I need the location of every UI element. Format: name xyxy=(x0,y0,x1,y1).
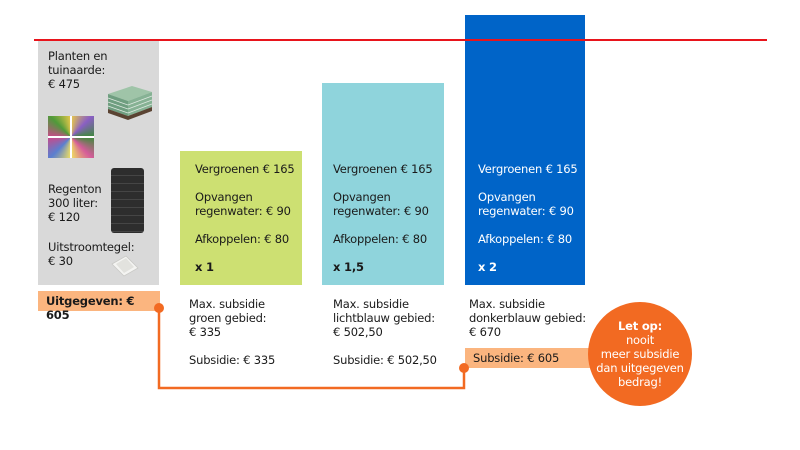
warning-badge: Let op: nooit meer subsidie dan uitgegev… xyxy=(588,302,692,406)
area-box-donkerblauw: Vergroenen € 165 Opvangen regenwater: € 9… xyxy=(465,15,585,285)
max-subsidy-donkerblauw: Max. subsidie donkerblauw gebied: € 670 xyxy=(469,297,586,339)
item-plants: Planten en tuinaarde: € 475 xyxy=(48,49,108,91)
area-box-groen: Vergroenen € 165 Opvangen regenwater: € 9… xyxy=(180,151,302,285)
item-outflow-tile: Uitstroomtegel: € 30 xyxy=(48,240,135,268)
afkoppelen-line: Afkoppelen: € 80 xyxy=(333,232,427,246)
opvangen-line: Opvangen regenwater: € 90 xyxy=(195,190,291,218)
spent-items-box: Planten en tuinaarde: € 475 Regenton 300… xyxy=(38,41,159,285)
outflow-tile-icon xyxy=(111,255,139,277)
afkoppelen-line: Afkoppelen: € 80 xyxy=(478,232,572,246)
subsidy-donkerblauw: Subsidie: € 605 xyxy=(465,348,595,368)
multiplier: x 2 xyxy=(478,260,497,274)
opvangen-line: Opvangen regenwater: € 90 xyxy=(478,190,574,218)
opvangen-line: Opvangen regenwater: € 90 xyxy=(333,190,429,218)
multiplier: x 1 xyxy=(195,260,214,274)
item-outflow-tile-amount: € 30 xyxy=(48,254,73,268)
warning-title: Let op: xyxy=(618,319,662,333)
item-plants-amount: € 475 xyxy=(48,77,80,91)
afkoppelen-line: Afkoppelen: € 80 xyxy=(195,232,289,246)
flowers-image xyxy=(48,116,94,158)
connector-dot-end xyxy=(459,363,469,373)
item-rain-barrel: Regenton 300 liter: € 120 xyxy=(48,182,102,224)
connector-dot-start xyxy=(154,303,164,313)
max-subsidy-groen: Max. subsidie groen gebied: € 335 xyxy=(189,297,267,339)
vergroenen-line: Vergroenen € 165 xyxy=(333,162,433,176)
subsidy-lichtblauw: Subsidie: € 502,50 xyxy=(333,353,437,367)
spent-total-label: Uitgegeven: € 605 xyxy=(38,291,160,322)
vergroenen-line: Vergroenen € 165 xyxy=(478,162,578,176)
rain-barrel-icon xyxy=(111,168,144,233)
soil-pallet-icon xyxy=(107,86,153,120)
item-rain-barrel-amount: € 120 xyxy=(48,210,80,224)
spending-cap-line xyxy=(34,39,767,41)
max-subsidy-lichtblauw: Max. subsidie lichtblauw gebied: € 502,5… xyxy=(333,297,435,339)
subsidy-groen: Subsidie: € 335 xyxy=(189,353,276,367)
vergroenen-line: Vergroenen € 165 xyxy=(195,162,295,176)
area-box-lichtblauw: Vergroenen € 165 Opvangen regenwater: € 9… xyxy=(322,83,444,285)
multiplier: x 1,5 xyxy=(333,260,364,274)
